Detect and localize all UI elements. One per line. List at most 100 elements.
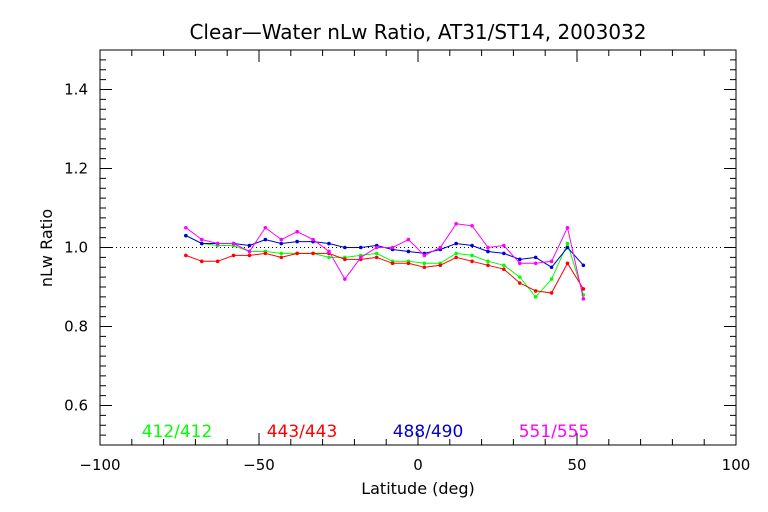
data-point: [263, 225, 268, 230]
series-1: [184, 233, 586, 299]
data-point: [374, 251, 379, 256]
data-point: [454, 255, 458, 260]
data-point: [470, 253, 474, 258]
data-point: [263, 251, 268, 256]
data-point: [279, 237, 284, 242]
x-tick-label: −50: [243, 456, 275, 474]
data-point: [486, 245, 490, 250]
data-point: [295, 251, 299, 256]
data-point: [565, 261, 570, 266]
data-point: [199, 259, 204, 264]
legend-entry: 551/555: [519, 422, 590, 442]
data-point: [374, 245, 379, 250]
data-point: [199, 237, 204, 242]
y-tick-label: 1.2: [64, 160, 88, 178]
data-point: [486, 259, 490, 264]
data-point: [327, 255, 331, 260]
data-point: [327, 241, 331, 246]
series-group: [184, 222, 586, 301]
data-point: [454, 241, 458, 246]
data-point: [215, 259, 220, 264]
data-point: [486, 263, 490, 268]
data-point: [533, 255, 538, 260]
data-point: [343, 257, 347, 262]
data-point: [184, 253, 188, 258]
data-point: [581, 263, 586, 268]
data-point: [406, 237, 411, 242]
data-point: [581, 297, 586, 301]
data-point: [343, 277, 347, 281]
data-point: [533, 295, 538, 299]
data-point: [502, 243, 506, 248]
data-point: [454, 251, 458, 256]
y-tick-label: 0.8: [64, 318, 88, 336]
data-point: [390, 261, 395, 266]
series-line: [185, 252, 584, 294]
data-point: [247, 243, 252, 248]
data-point: [247, 253, 252, 258]
x-tick-label: 100: [722, 456, 751, 474]
data-point: [358, 255, 363, 260]
axis-ticks-group: [99, 49, 737, 446]
legend-entry: 443/443: [267, 422, 338, 442]
data-point: [581, 287, 586, 291]
y-tick-label: 0.6: [64, 397, 88, 415]
data-point: [502, 251, 506, 256]
data-point: [422, 261, 427, 266]
data-point: [502, 267, 506, 272]
data-point: [533, 261, 538, 266]
data-point: [231, 241, 236, 246]
data-point: [184, 225, 188, 230]
data-point: [406, 261, 411, 266]
data-point: [438, 245, 443, 250]
data-point: [565, 245, 570, 250]
data-point: [406, 249, 411, 254]
data-point: [549, 277, 554, 281]
series-line: [185, 223, 584, 300]
data-point: [199, 241, 204, 246]
data-point: [438, 263, 443, 268]
data-point: [374, 255, 379, 260]
data-point: [454, 222, 458, 226]
data-point: [343, 245, 347, 250]
data-point: [549, 291, 554, 295]
data-point: [263, 237, 268, 242]
series-line: [185, 235, 584, 298]
data-point: [184, 233, 188, 238]
data-point: [517, 275, 522, 279]
data-point: [549, 259, 554, 264]
data-point: [279, 251, 284, 256]
data-point: [279, 255, 284, 260]
data-point: [565, 225, 570, 230]
chart-title: Clear—Water nLw Ratio, AT31/ST14, 200303…: [189, 20, 646, 44]
data-point: [390, 245, 395, 250]
data-point: [470, 243, 474, 248]
data-point: [231, 253, 236, 258]
data-point: [502, 263, 506, 268]
data-point: [247, 249, 252, 254]
data-point: [549, 265, 554, 270]
data-point: [422, 265, 427, 270]
legend-entry: 412/412: [142, 422, 213, 442]
legend-entry: 488/490: [393, 422, 464, 442]
legend-group: 412/412 443/443 488/490 551/555: [142, 422, 590, 442]
series-4: [184, 222, 586, 301]
y-axis-title: nLw Ratio: [37, 209, 56, 287]
data-point: [295, 239, 299, 244]
data-point: [470, 259, 474, 264]
data-point: [358, 245, 363, 250]
data-point: [517, 257, 522, 262]
y-tick-label: 1.0: [64, 239, 88, 257]
data-point: [311, 251, 315, 256]
data-point: [215, 241, 220, 246]
series-line: [185, 235, 584, 268]
x-tick-label: −100: [79, 456, 120, 474]
data-point: [327, 249, 331, 254]
x-tick-label: 0: [413, 456, 423, 474]
tick-labels-group: −100 −50 0 50 100 0.6 0.8 1.0 1.2 1.4: [64, 81, 750, 475]
x-axis-title: Latitude (deg): [361, 479, 475, 498]
data-point: [311, 237, 315, 242]
data-point: [517, 281, 522, 285]
data-point: [279, 241, 284, 246]
